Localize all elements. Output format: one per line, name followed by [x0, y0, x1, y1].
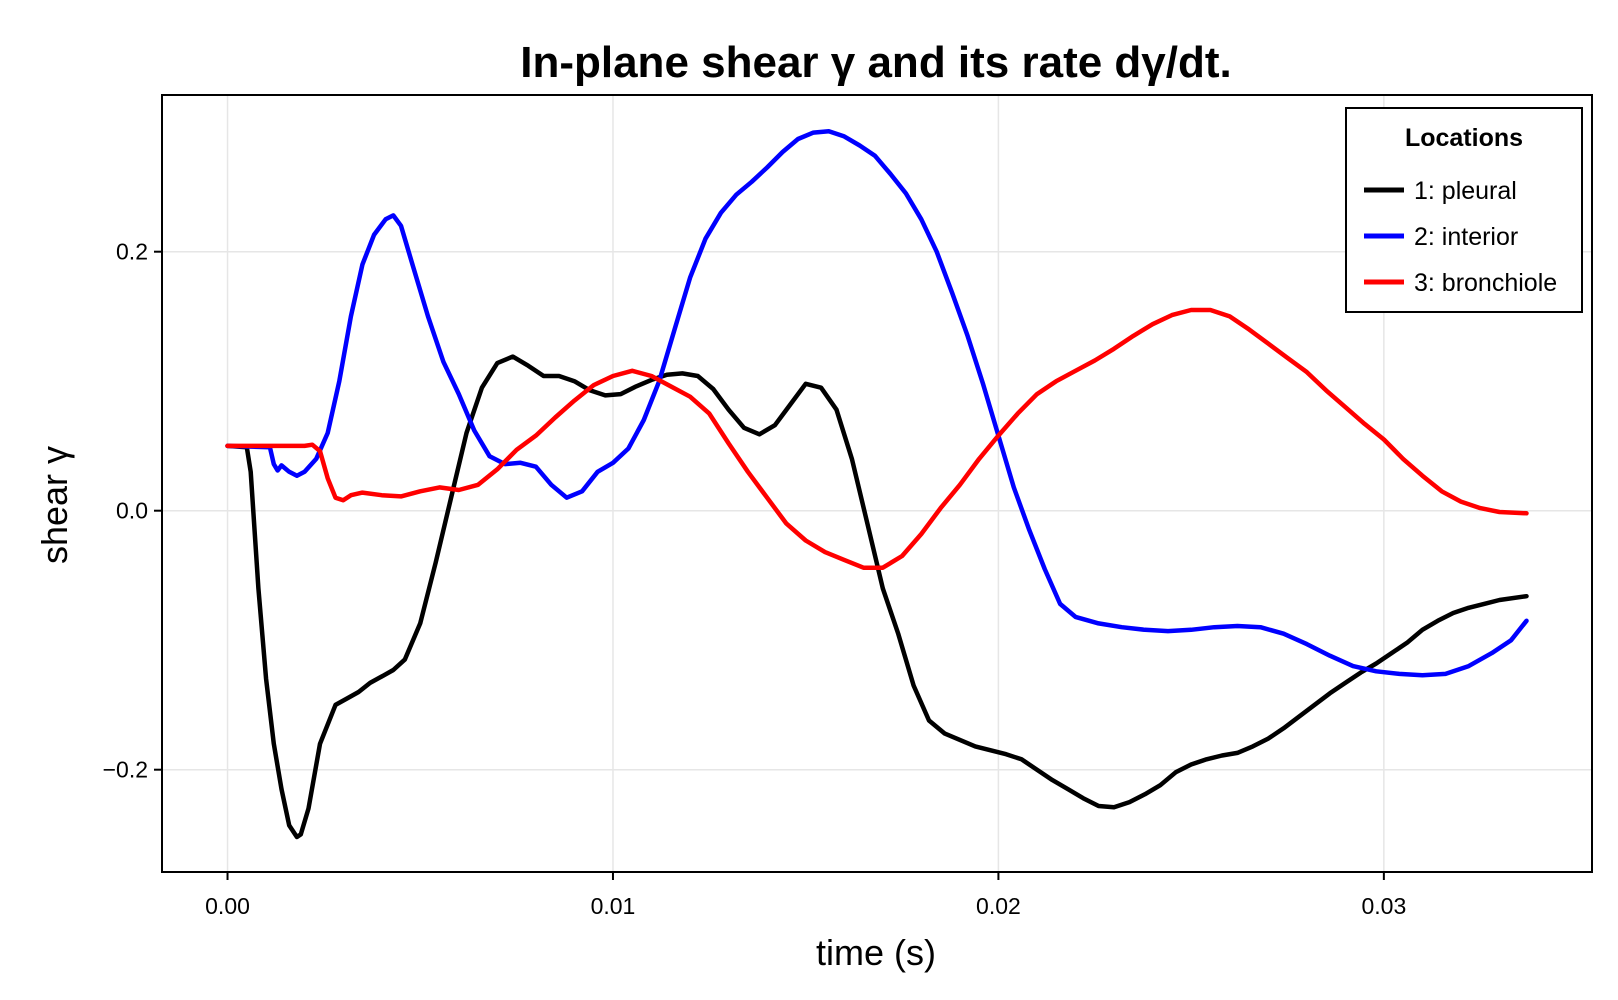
legend-label: 1: pleural — [1414, 177, 1517, 205]
plot-frame — [161, 94, 1593, 873]
series-lines — [225, 129, 1529, 840]
series-line — [225, 307, 1529, 570]
x-tick-label: 0.02 — [976, 893, 1021, 919]
legend-title: Locations — [1405, 124, 1523, 152]
legend-label: 2: interior — [1414, 223, 1518, 251]
y-tick-label: −0.2 — [103, 757, 148, 783]
y-axis-label: shear γ — [34, 446, 75, 564]
chart-title: In-plane shear γ and its rate dγ/dt. — [520, 38, 1232, 87]
legend-box — [1345, 107, 1583, 313]
y-tick-label: 0.0 — [116, 498, 148, 524]
x-tick-label: 0.01 — [591, 893, 636, 919]
legend: Locations 1: pleural 2: interior 3: bronch… — [1345, 107, 1583, 313]
legend-label: 3: bronchiole — [1414, 269, 1557, 297]
x-tick-label: 0.03 — [1361, 893, 1406, 919]
series-line — [225, 354, 1529, 840]
series-line — [225, 129, 1529, 678]
legend-items: 1: pleural 2: interior 3: bronchiole — [1364, 177, 1557, 297]
y-tick-label: 0.2 — [116, 239, 148, 265]
axis-ticks: 0.00 0.01 0.02 0.03 −0.2 0.0 0.2 — [103, 239, 1407, 919]
x-axis-label: time (s) — [816, 932, 936, 973]
x-tick-label: 0.00 — [205, 893, 250, 919]
